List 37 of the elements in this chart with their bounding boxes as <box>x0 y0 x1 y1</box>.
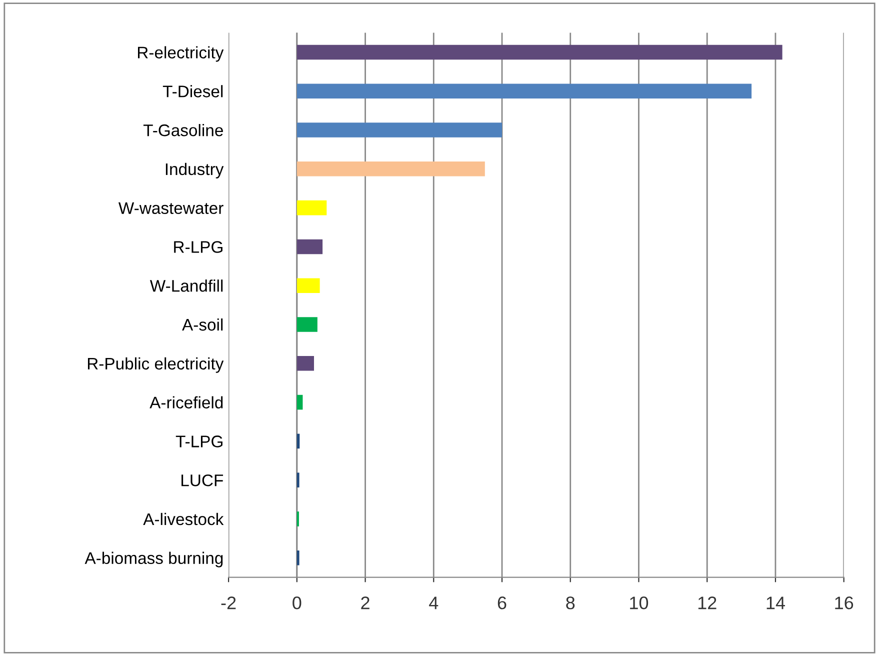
x-tick-label: 14 <box>766 596 785 610</box>
y-tick-label: R-Public electricity <box>88 357 224 373</box>
x-tick-label: 16 <box>835 596 854 610</box>
y-tick-label: W-Landfill <box>150 280 223 292</box>
y-tick-label: T-Diesel <box>162 85 223 98</box>
x-tick-label: 4 <box>429 596 438 610</box>
bar <box>296 394 303 410</box>
y-tick-label: W-wastewater <box>118 202 224 214</box>
y-tick-label: A-livestock <box>143 512 224 526</box>
y-tick-label: T-LPG <box>176 436 222 448</box>
y-tick-label: A-biomass burning <box>84 552 223 568</box>
bar <box>296 472 300 488</box>
y-tick-label: LUCF <box>182 474 224 486</box>
x-tick-label: 0 <box>292 596 302 610</box>
bar <box>296 356 314 371</box>
y-tick-label: T-Gasoline <box>143 124 223 136</box>
x-tick-label: 12 <box>698 596 716 610</box>
x-tick-label: 6 <box>498 596 506 610</box>
x-tick-label: 8 <box>566 596 575 610</box>
y-tick-label: Industry <box>166 162 224 178</box>
y-tick-label: R-LPG <box>174 241 222 253</box>
bar <box>296 317 318 332</box>
bar <box>296 239 323 254</box>
bar <box>296 44 782 60</box>
y-tick-label: R-electricity <box>138 46 224 62</box>
bar <box>296 84 752 99</box>
x-tick-label: -2 <box>221 596 236 610</box>
x-tick-label: 2 <box>361 596 370 610</box>
y-tick-label: A-ricefield <box>150 396 223 408</box>
bar <box>296 278 320 293</box>
bar <box>296 200 327 216</box>
bar <box>296 122 502 138</box>
bar <box>296 162 485 176</box>
y-tick-label: A-soil <box>182 318 223 331</box>
bar <box>296 434 300 449</box>
x-tick-label: 10 <box>630 596 648 610</box>
bar <box>296 550 300 566</box>
